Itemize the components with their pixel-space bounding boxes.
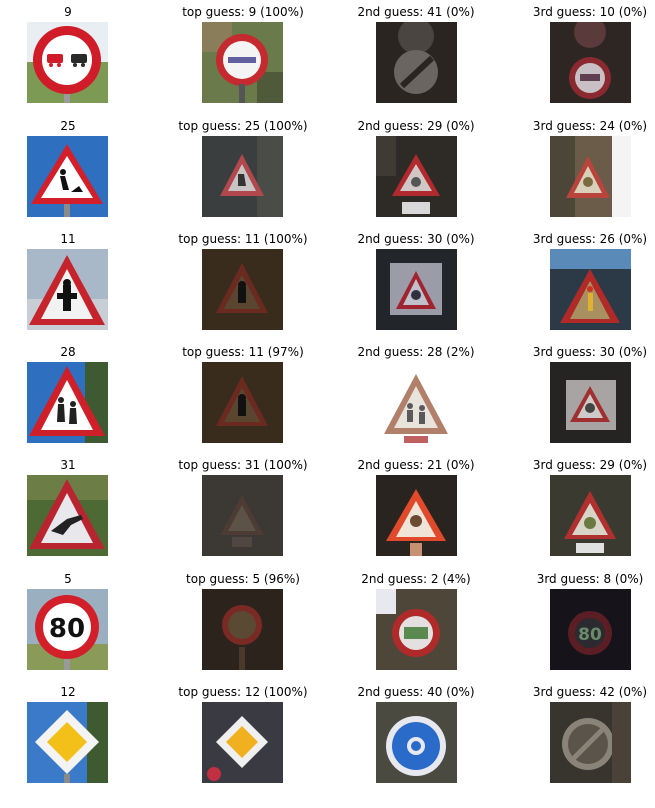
guess-image [550,362,631,443]
input-label: 5 [64,572,72,586]
guess-label: top guess: 11 (97%) [182,345,304,359]
guess-image [550,22,631,103]
guess-image [202,702,283,783]
guess-image [376,702,457,783]
guess-label: top guess: 25 (100%) [178,119,308,133]
guess-image [550,475,631,556]
guess-image [376,136,457,217]
speed-limit-text: 80 [49,614,85,644]
input-label: 9 [64,5,72,19]
guess-image [376,475,457,556]
guess-label: 2nd guess: 29 (0%) [357,119,475,133]
guess-label: top guess: 31 (100%) [178,458,308,472]
guess-image [550,249,631,330]
no-overtaking-sign-image [27,22,108,103]
guess-image [202,249,283,330]
guess-label: top guess: 9 (100%) [182,5,304,19]
road-work-sign-image [27,136,108,217]
input-label: 31 [60,458,76,472]
guess-image [202,362,283,443]
right-of-way-sign-image [27,249,108,330]
input-label: 28 [60,345,76,359]
guess-label: 3rd guess: 10 (0%) [532,5,648,19]
guess-label: 2nd guess: 2 (4%) [361,572,471,586]
wild-animals-sign-image [27,475,108,556]
guess-image [202,22,283,103]
guess-image [376,22,457,103]
guess-image [376,589,457,670]
input-label: 12 [60,685,76,699]
guess-image [550,702,631,783]
guess-image [376,362,457,443]
children-crossing-sign-image [27,362,108,443]
guess-label: 3rd guess: 42 (0%) [532,685,648,699]
guess-label: 3rd guess: 29 (0%) [532,458,648,472]
input-label: 25 [60,119,76,133]
guess-image: 80 [550,589,631,670]
guess-label: top guess: 12 (100%) [178,685,308,699]
guess-image [202,475,283,556]
guess-label: 3rd guess: 30 (0%) [532,345,648,359]
guess-label: 3rd guess: 8 (0%) [536,572,644,586]
guess-label: 2nd guess: 41 (0%) [357,5,475,19]
guess-label: top guess: 11 (100%) [178,232,308,246]
speed-limit-text: 80 [578,625,602,645]
input-label: 11 [60,232,76,246]
guess-label: 2nd guess: 40 (0%) [357,685,475,699]
priority-road-sign-image [27,702,108,783]
guess-label: 3rd guess: 24 (0%) [532,119,648,133]
guess-label: 2nd guess: 30 (0%) [357,232,475,246]
guess-label: 2nd guess: 21 (0%) [357,458,475,472]
guess-image [550,136,631,217]
guess-image [202,589,283,670]
speed-limit-sign-image: 80 [27,589,108,670]
guess-label: 3rd guess: 26 (0%) [532,232,648,246]
guess-image [202,136,283,217]
guess-label: 2nd guess: 28 (2%) [357,345,475,359]
guess-label: top guess: 5 (96%) [186,572,300,586]
guess-image [376,249,457,330]
